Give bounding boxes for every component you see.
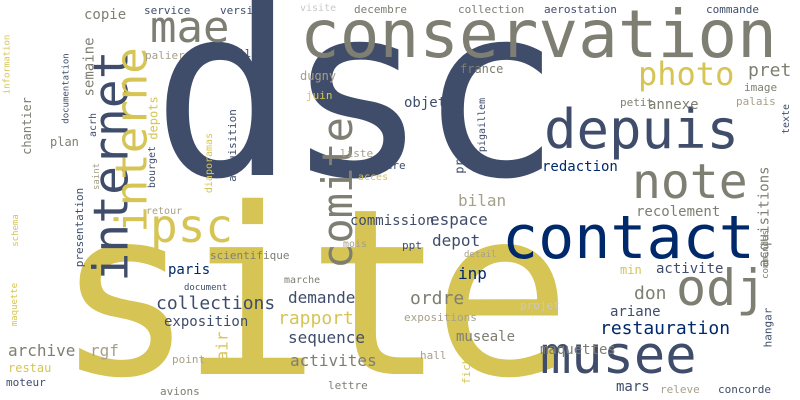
- word-bilan: bilan: [458, 191, 507, 210]
- word-document: document: [184, 283, 228, 293]
- word-lettre: lettre: [328, 379, 368, 392]
- word-note: note: [632, 154, 748, 210]
- word-paris: paris: [168, 262, 211, 278]
- word-objet: objet: [404, 95, 447, 111]
- word-proposition: proposition: [452, 94, 467, 174]
- word-espace: espace: [430, 210, 488, 229]
- word-bourget: bourget: [147, 145, 159, 189]
- word-scientifique: scientifique: [210, 249, 290, 262]
- word-liste: liste: [340, 147, 374, 160]
- word-air: air: [212, 331, 232, 361]
- word-documentation: documentation: [61, 53, 72, 124]
- word-pigaillem: pigaillem: [477, 97, 489, 153]
- word-expositions: expositions: [404, 311, 477, 324]
- word-rgf: rgf: [90, 341, 119, 360]
- word-hall: hall: [420, 349, 447, 362]
- word-palais: palais: [736, 95, 776, 108]
- word-don: don: [634, 283, 667, 304]
- word-mois: mois: [343, 239, 368, 250]
- word-maquettes: maquettes: [540, 342, 616, 358]
- word-exposition: exposition: [164, 314, 249, 330]
- word-annexe: annexe: [648, 97, 699, 113]
- word-releve: releve: [660, 383, 700, 396]
- word-france: france: [460, 62, 504, 76]
- word-plan: plan: [50, 135, 79, 149]
- word-information: information: [2, 34, 13, 95]
- word-site: site: [55, 159, 572, 400]
- word-restau: restau: [8, 361, 52, 375]
- word-inp: inp: [458, 264, 487, 283]
- word-museale: museale: [456, 329, 516, 345]
- word-ordre: ordre: [410, 288, 465, 309]
- word-mars: mars: [616, 379, 650, 395]
- word-musee: musee: [540, 326, 697, 386]
- word-demande: demande: [288, 288, 356, 307]
- word-version: version: [220, 4, 267, 17]
- word-collection: collection: [458, 3, 525, 16]
- word-hangar: hangar: [761, 307, 775, 348]
- word-schema: schema: [10, 214, 21, 247]
- word-redaction: redaction: [542, 159, 618, 175]
- word-moteur: moteur: [6, 376, 46, 389]
- word-retour: retour: [146, 206, 183, 217]
- word-sequence: sequence: [288, 328, 366, 347]
- word-activite: activite: [656, 261, 724, 277]
- word-diaporamas: diaporamas: [204, 132, 216, 194]
- word-aerostation: aerostation: [544, 3, 617, 16]
- word-avions: avions: [160, 385, 200, 398]
- word-min: min: [620, 263, 642, 277]
- word-odj: odj: [676, 259, 767, 317]
- word-rapport: rapport: [278, 308, 354, 329]
- word-image: image: [744, 81, 778, 94]
- word-acquisition: acquisition: [225, 109, 239, 182]
- word-fiche: fiche: [460, 350, 474, 385]
- word-detail: detail: [464, 250, 497, 260]
- word-texte: texte: [781, 103, 793, 135]
- word-ariane: ariane: [610, 304, 661, 320]
- word-procedure: procedure: [346, 159, 406, 172]
- word-acces: acces: [358, 172, 389, 183]
- word-marche: marche: [284, 275, 321, 286]
- word-depot: depot: [432, 231, 481, 250]
- word-point: point: [172, 353, 206, 366]
- word-recolement: recolement: [636, 204, 721, 220]
- word-semaine: semaine: [81, 37, 98, 97]
- word-saint: saint: [92, 162, 103, 191]
- word-interne: interne: [106, 47, 158, 233]
- word-restauration: restauration: [600, 318, 731, 339]
- word-ppt: ppt: [402, 239, 422, 252]
- word-commission: commission: [350, 213, 435, 229]
- word-depuis: depuis: [544, 98, 740, 161]
- word-copie: copie: [84, 7, 127, 23]
- word-mae: mae: [150, 2, 230, 53]
- word-commandes: commandes: [760, 230, 771, 279]
- word-chantier: chantier: [19, 97, 34, 155]
- word-dugny: dugny: [300, 69, 337, 83]
- word-activites: activites: [290, 351, 377, 370]
- word-decembre: decembre: [354, 3, 407, 16]
- word-petit: petit: [620, 96, 654, 109]
- word-concorde: concorde: [718, 383, 771, 396]
- word-presentation: presentation: [73, 187, 87, 268]
- word-juin: juin: [306, 89, 333, 102]
- word-service: service: [144, 4, 191, 17]
- word-commande: commande: [706, 3, 759, 16]
- word-travail: travail: [205, 47, 252, 60]
- word-psc: psc: [150, 199, 234, 253]
- word-maquette: maquette: [10, 282, 21, 327]
- word-projet: projet: [520, 299, 560, 312]
- word-dsc: dsc: [152, 0, 562, 232]
- word-palier: palier: [145, 49, 185, 62]
- word-photo: photo: [638, 55, 735, 93]
- word-depots: depots: [146, 96, 161, 140]
- word-pret: pret: [748, 60, 792, 81]
- word-visite: visite: [300, 3, 337, 14]
- word-collections: collections: [156, 293, 276, 314]
- word-contact: contact: [502, 203, 755, 273]
- word-acrh: acrh: [88, 112, 100, 138]
- word-archive: archive: [8, 341, 76, 360]
- word-conservation: conservation: [300, 0, 777, 73]
